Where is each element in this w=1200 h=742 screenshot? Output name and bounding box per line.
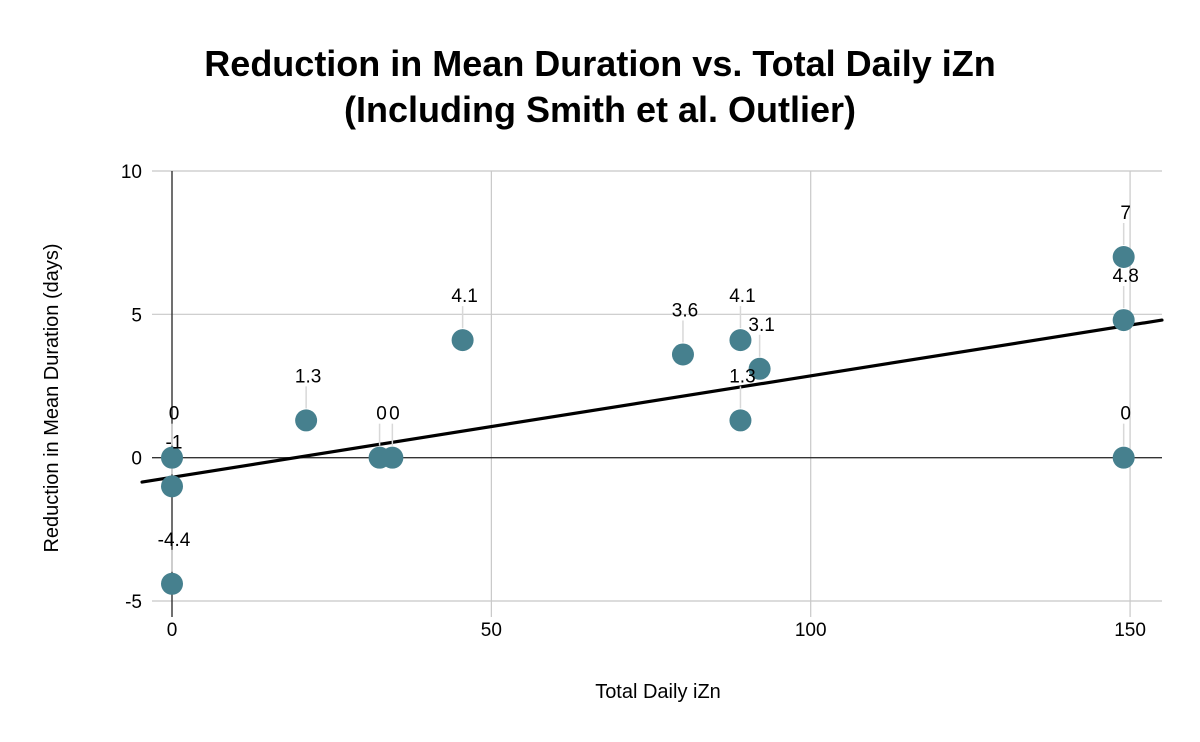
axes [152,171,1162,617]
x-tick-label: 0 [167,620,178,641]
x-tick-label: 150 [1114,620,1146,641]
data-label: 3.6 [672,300,698,321]
y-tick-label: 5 [131,305,142,326]
y-axis-title: Reduction in Mean Duration (days) [41,243,63,552]
chart-title-line-1: Reduction in Mean Duration vs. Total Dai… [204,43,995,84]
data-point [161,446,183,469]
data-point [1112,246,1135,268]
data-point [1112,309,1135,332]
x-tick-label: 50 [481,620,502,641]
y-tick-label: -5 [125,592,142,613]
y-tick-label: 0 [131,449,142,470]
data-label: 7 [1120,203,1131,224]
data-point [729,329,752,352]
data-labels: 0-1-4.41.30 04.13.64.13.11.374.80 [158,203,1139,551]
data-label: 4.8 [1112,266,1138,287]
y-tick-label: 10 [121,162,142,183]
data-point [748,357,771,380]
data-point [161,572,183,595]
data-point [451,329,474,352]
data-point [1112,446,1135,469]
data-point [161,475,183,498]
data-point [295,409,318,432]
data-label: 0 [389,404,400,425]
trendline [140,318,1164,484]
data-label: 0 [169,404,180,425]
data-point [729,409,752,432]
data-point [381,446,404,469]
data-label: 4.1 [451,286,477,307]
data-label: 0 [1120,404,1131,425]
data-label: -4.4 [158,530,191,551]
x-tick-label: 100 [795,620,827,641]
label-connectors [171,223,1125,572]
data-point [671,343,694,366]
trendline-layer [140,318,1164,484]
x-axis-title: Total Daily iZn [595,681,721,703]
data-label: 1.3 [729,366,755,387]
data-label: -1 [166,432,183,453]
data-label: 3.1 [748,315,774,336]
grid [152,170,1162,617]
data-label: 1.3 [295,366,321,387]
data-points [161,246,1135,595]
data-label: 4.1 [729,286,755,307]
data-label: 0 [376,404,387,425]
chart-title-line-2: (Including Smith et al. Outlier) [344,89,856,130]
